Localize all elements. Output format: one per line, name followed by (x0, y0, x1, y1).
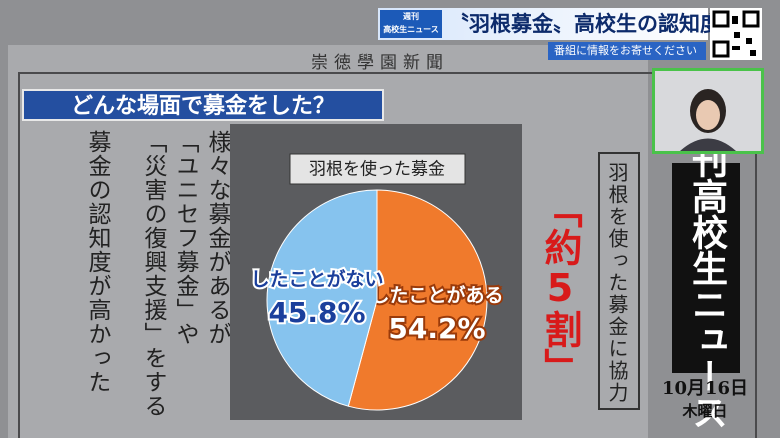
frame (18, 72, 757, 438)
qr-code (710, 8, 762, 60)
caption-box (598, 152, 640, 410)
slice-label: したことがない (251, 268, 384, 291)
date: 10月16日 (661, 378, 749, 399)
badge-bottom: 高校生ニュース (383, 25, 439, 34)
column-text: 様々な募金があるが (204, 130, 230, 346)
cta: 番組に情報をお寄せください (548, 42, 706, 60)
program-name: 週刊高校生ニュース (686, 106, 727, 430)
heading: どんな場面で募金をした？ (22, 89, 384, 121)
chart: 羽根を使った募金 したことがある 54.2%したことがない 45.8% (230, 124, 522, 420)
highlight: 「約5割」 (538, 190, 582, 386)
column-text: 募金の認知度が高かった (84, 130, 110, 394)
paper-name: 崇徳學園新聞 (311, 53, 449, 73)
badge-top: 週刊 (403, 12, 419, 21)
chart-title: 羽根を使った募金 (309, 159, 445, 180)
slice-label: したことがある (370, 283, 503, 306)
pie-slice (266, 189, 378, 407)
value-label: 54.2% (388, 312, 485, 345)
presenter (680, 89, 736, 151)
column-text: 「ユニセフ募金」や (172, 130, 198, 346)
badge: 週刊 高校生ニュース (380, 10, 442, 38)
caption: 羽根を使った募金に協力 (605, 162, 629, 404)
webcam (652, 68, 764, 154)
pie-slice (347, 189, 488, 411)
program-logo: 週刊高校生ニュース (672, 106, 740, 430)
weekday: 木曜日 (682, 402, 728, 420)
column-text: 「災害の復興支援」をする (140, 130, 166, 418)
title: 〝羽根募金〟高校生の認知度 (448, 12, 721, 36)
value-label: 45.8% (268, 296, 365, 329)
chart-title-box (289, 153, 466, 185)
